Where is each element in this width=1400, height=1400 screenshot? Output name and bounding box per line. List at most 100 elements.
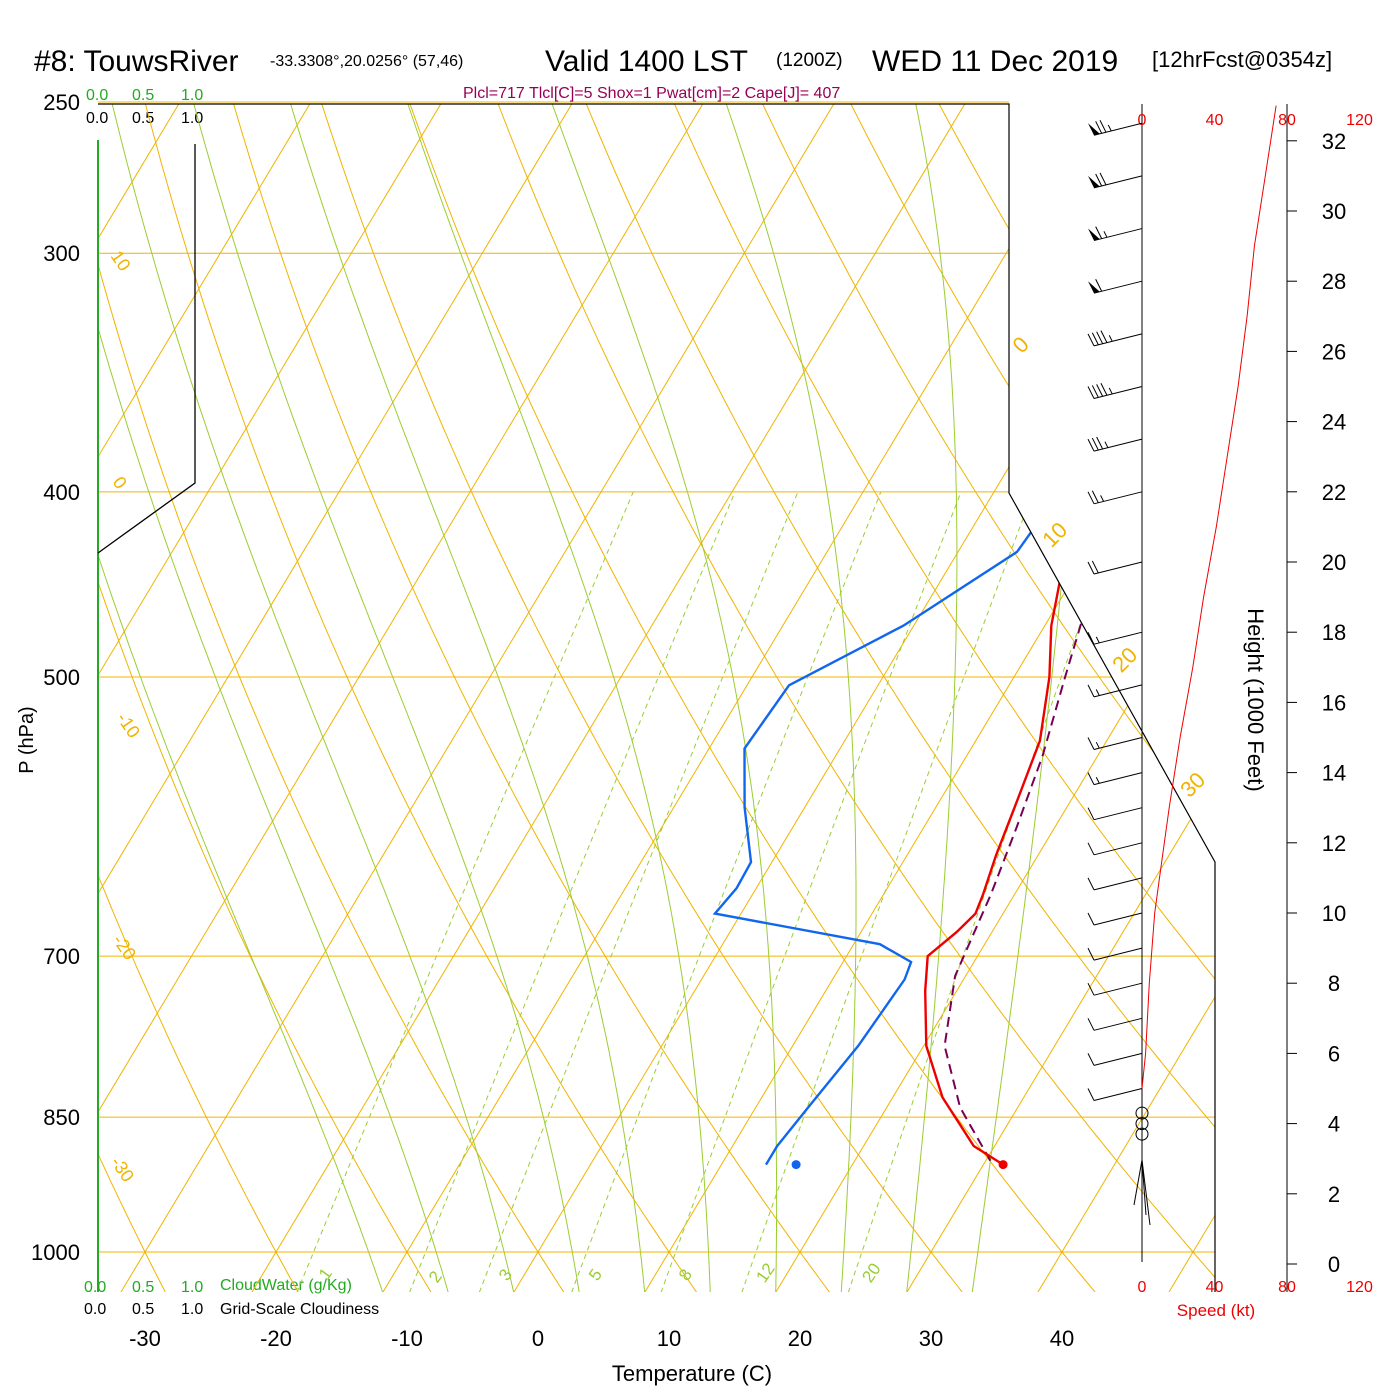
dry-adiabat-line <box>1180 104 1215 1292</box>
dry-adiabat-line <box>98 104 432 1292</box>
height-tick-label: 24 <box>1322 410 1346 435</box>
speed-tick-label: 80 <box>1278 112 1296 129</box>
barb-staff <box>1093 491 1143 505</box>
moist-adiabat-line <box>98 104 384 1292</box>
barb-flag <box>1087 912 1095 926</box>
dry-adiabat-label: -20 <box>109 931 140 964</box>
barb-staff <box>1093 228 1143 242</box>
speed-tick-label: 120 <box>1346 1279 1373 1296</box>
cloudiness-label: Grid-Scale Cloudiness <box>220 1301 379 1318</box>
barb-staff <box>1093 982 1143 996</box>
height-tick-label: 14 <box>1322 761 1346 786</box>
barb-flag <box>1087 982 1095 996</box>
height-tick-label: 18 <box>1322 620 1346 645</box>
barb-half-flag <box>1095 689 1100 696</box>
height-tick-label: 20 <box>1322 550 1346 575</box>
barb-half-flag <box>1095 636 1100 644</box>
pressure-tick-label: 300 <box>43 241 80 266</box>
temperature-tick-label: 30 <box>919 1326 943 1351</box>
barb-staff <box>1093 1017 1143 1031</box>
moist-adiabat-line <box>279 104 646 1292</box>
wind-barb <box>1087 330 1143 347</box>
dry-adiabat-label: 10 <box>1037 517 1072 552</box>
wind-barb <box>1087 772 1143 786</box>
barb-half-flag <box>1108 387 1113 395</box>
thermo-grid <box>98 68 1400 1292</box>
barb-flag <box>1087 438 1095 452</box>
barb-pennant <box>1088 228 1100 241</box>
mixing-ratio-line <box>296 491 634 1292</box>
barb-flag <box>1091 437 1099 451</box>
moist-adiabat-line <box>98 104 449 1292</box>
moist-adiabat-line <box>906 104 958 1292</box>
barb-flag <box>1087 333 1095 347</box>
isotherm-line <box>98 104 463 1292</box>
barb-staff <box>1093 333 1143 347</box>
barb-flag <box>1087 684 1095 698</box>
speed-axis-label: Speed (kt) <box>1177 1301 1255 1320</box>
wind-barb <box>1087 383 1143 399</box>
barb-flag <box>1087 807 1095 820</box>
dry-adiabat-line <box>484 104 1215 1292</box>
wind-barb <box>1087 807 1143 821</box>
station-coords: -33.3308°,20.0256° (57,46) <box>270 53 463 70</box>
barb-staff <box>1093 842 1143 856</box>
surface-wind-staff <box>1133 1159 1143 1206</box>
barb-staff <box>1093 807 1143 821</box>
barb-staff <box>1093 912 1143 926</box>
dry-adiabat-label: 30 <box>1175 767 1210 802</box>
calm-wind-circle <box>1135 1117 1149 1131</box>
wind-barb <box>1087 947 1143 961</box>
cloudwater-tick: 0.5 <box>132 87 154 104</box>
axes: P (hPa) Temperature (C) -30 -20 -10 0 10 20 30… <box>16 706 1074 1386</box>
surface-temperature-marker <box>998 1160 1008 1170</box>
dry-adiabat-line <box>745 104 1215 1292</box>
barb-flag <box>1095 226 1103 239</box>
dry-adiabat-label: 0 <box>1008 332 1034 358</box>
mixing-ratio-label: 8 <box>675 1266 696 1285</box>
temperature-line <box>923 149 1207 1166</box>
barb-half-flag <box>1095 741 1100 749</box>
isotherm-line <box>98 104 725 1292</box>
temperature-tick-label: 20 <box>788 1326 812 1351</box>
dry-adiabat-line <box>919 104 1215 1292</box>
barb-staff <box>1093 175 1143 189</box>
cloudwater-tick: 0.0 <box>84 1279 106 1296</box>
station-title: #8: TouwsRiver <box>34 45 239 78</box>
dry-adiabat-line <box>98 104 166 1292</box>
barb-flag <box>1095 121 1103 134</box>
barb-half-flag <box>1095 777 1100 784</box>
speed-tick-label: 80 <box>1278 1279 1296 1296</box>
barb-flag <box>1095 173 1103 187</box>
dry-adiabat-line <box>1006 104 1215 1292</box>
mixing-ratio-line <box>660 491 962 1292</box>
dry-adiabat-label: 20 <box>1107 642 1142 677</box>
moist-adiabat-line <box>183 104 580 1292</box>
barb-flag <box>1096 436 1104 450</box>
dry-adiabat-line <box>135 104 698 1292</box>
wind-barb <box>1088 226 1143 242</box>
wind-barb <box>1087 436 1143 452</box>
barb-flag <box>1087 737 1095 750</box>
height-tick-label: 30 <box>1322 199 1346 224</box>
cloudiness-tick: 1.0 <box>181 1301 203 1318</box>
parcel-line <box>943 404 1125 1166</box>
wind-barb <box>1087 1088 1143 1101</box>
dry-adiabat-line <box>832 104 1215 1292</box>
dry-adiabat-line <box>1269 68 1400 1292</box>
wind-barb <box>1087 1017 1143 1031</box>
cloudiness-line <box>97 144 196 554</box>
pressure-tick-label: 850 <box>43 1105 80 1130</box>
mixing-ratio-line <box>571 491 882 1292</box>
surface-markers <box>791 1160 1008 1170</box>
temperature-tick-label: 40 <box>1050 1326 1074 1351</box>
barb-flag <box>1087 877 1095 891</box>
wind-panel: Height (1000 Feet) Speed (kt) 3230282624… <box>1087 104 1373 1320</box>
barb-staff <box>1093 438 1143 452</box>
wind-barb <box>1087 877 1143 891</box>
barb-staff <box>1093 947 1143 961</box>
mixing-ratio-label: 5 <box>585 1266 606 1285</box>
barb-staff <box>1093 280 1143 294</box>
height-tick-label: 22 <box>1322 480 1346 505</box>
